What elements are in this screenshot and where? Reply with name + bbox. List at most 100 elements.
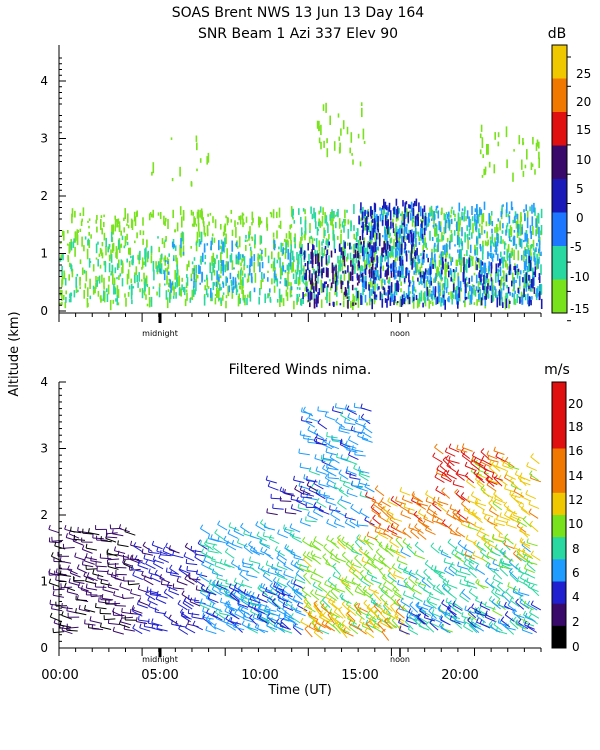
snr-cell — [269, 211, 272, 215]
snr-cell — [117, 239, 120, 250]
snr-cell — [120, 230, 122, 236]
snr-cell — [251, 222, 253, 226]
wind-barb — [87, 576, 98, 582]
wind-barb-feather — [224, 548, 229, 553]
snr-cb-tick: -10 — [570, 270, 590, 284]
snr-cell — [445, 212, 448, 215]
wind-barb-feather — [110, 572, 114, 577]
snr-cell — [305, 269, 307, 281]
snr-cell — [360, 225, 363, 228]
snr-cell — [414, 289, 417, 293]
wind-barb — [440, 627, 451, 634]
wind-barb — [356, 537, 366, 545]
snr-cell — [526, 149, 528, 160]
snr-cell — [432, 301, 434, 306]
wind-barb — [364, 553, 374, 561]
wind-barb — [447, 608, 457, 616]
wind-barb-feather — [148, 602, 151, 607]
wind-barb — [243, 618, 254, 623]
wind-barb-feather — [373, 554, 377, 559]
wind-barb-feather — [114, 574, 117, 579]
snr-cell — [429, 212, 431, 217]
snr-cell — [126, 258, 128, 263]
wind-barb-feather — [233, 582, 238, 588]
snr-cell — [267, 293, 269, 299]
snr-cell — [496, 236, 499, 247]
snr-cell — [448, 253, 451, 259]
wind-barb-feather — [299, 462, 302, 468]
snr-cell — [366, 252, 368, 264]
snr-cell — [425, 270, 428, 273]
wind-barb-feather — [83, 556, 87, 561]
snr-cell — [165, 290, 168, 300]
wind-barb-feather — [146, 586, 149, 591]
snr-cell — [531, 286, 533, 292]
snr-cell — [459, 253, 461, 264]
snr-cell — [530, 162, 533, 170]
snr-cell — [116, 219, 119, 228]
snr-cell — [146, 239, 148, 248]
wind-barb — [301, 590, 312, 598]
wind-barb-feather — [424, 559, 429, 565]
wind-barb — [241, 583, 253, 589]
wind-barb — [338, 472, 349, 480]
snr-cell — [128, 285, 131, 290]
snr-cell — [454, 289, 457, 300]
snr-cell — [429, 207, 431, 217]
wind-barb — [341, 554, 351, 563]
wind-barb — [133, 545, 144, 553]
wind-barb — [393, 602, 405, 609]
wind-barb — [416, 616, 426, 625]
snr-cell — [396, 232, 398, 243]
wind-barb — [406, 546, 416, 555]
snr-cell — [89, 278, 91, 289]
wind-barb-feather — [296, 559, 300, 565]
snr-cell — [413, 243, 416, 255]
snr-cell — [369, 296, 371, 306]
snr-cell — [169, 279, 172, 289]
wind-barb — [233, 626, 245, 631]
wind-barb-feather — [301, 586, 306, 591]
wind-barb-feather — [512, 608, 516, 613]
snr-cell — [327, 261, 329, 265]
wind-barb — [348, 454, 359, 461]
snr-cell — [328, 302, 331, 306]
snr-cell — [61, 301, 63, 306]
winds-colorbar-unit: m/s — [544, 362, 570, 378]
snr-cell — [195, 135, 198, 142]
wind-barb-feather — [383, 600, 388, 605]
wind-barb — [445, 601, 457, 606]
wind-barb — [360, 580, 371, 587]
snr-cell — [498, 283, 501, 286]
snr-cell — [59, 302, 61, 306]
snr-cell — [465, 265, 468, 273]
snr-cell — [119, 244, 121, 253]
snr-cell — [311, 273, 313, 283]
wind-barb — [200, 602, 212, 608]
snr-cell — [538, 239, 540, 242]
wind-barb-feather — [138, 615, 140, 621]
wind-barb — [217, 524, 228, 531]
snr-cell — [422, 235, 424, 243]
snr-cell — [503, 251, 506, 255]
snr-cell — [100, 215, 103, 218]
snr-cell — [168, 271, 170, 275]
snr-cell — [282, 265, 285, 272]
snr-cell — [426, 286, 429, 296]
wind-barb-feather — [156, 624, 159, 629]
wind-barb — [214, 565, 226, 571]
snr-cell — [494, 132, 496, 140]
snr-cell — [280, 276, 282, 280]
snr-cell — [390, 273, 393, 278]
wind-barb — [395, 618, 406, 626]
wind-barb-feather — [438, 571, 442, 577]
wind-barb-feather — [324, 473, 328, 479]
snr-cell — [103, 261, 106, 266]
snr-cell — [363, 240, 365, 248]
wind-barb-feather — [353, 464, 356, 469]
wind-barb — [155, 611, 166, 615]
wind-barb-feather — [349, 473, 351, 478]
snr-cell — [435, 206, 438, 210]
snr-cell — [524, 164, 527, 169]
wind-barb — [143, 558, 155, 563]
